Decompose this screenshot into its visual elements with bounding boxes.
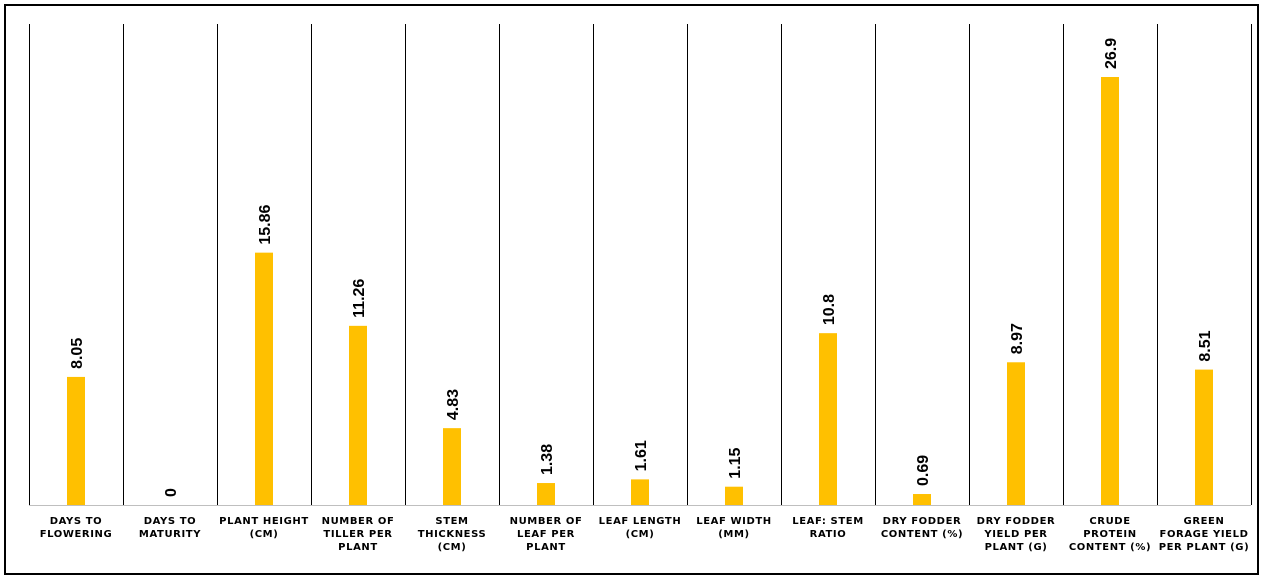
bar — [67, 376, 85, 505]
data-label: 0 — [163, 488, 180, 497]
data-label: 1.38 — [539, 444, 556, 475]
data-label: 11.26 — [351, 279, 368, 318]
category-label: LEAF WIDTH (MM) — [696, 516, 772, 540]
chart-frame: 8.05 0 15.86 11.26 4.83 1.38 1.61 1.15 10.8 0.69 8… — [4, 4, 1259, 575]
data-label: 0.69 — [915, 455, 932, 486]
data-label: 8.05 — [69, 338, 86, 369]
bar — [255, 252, 273, 505]
bar — [1007, 362, 1025, 505]
bar — [1195, 369, 1213, 505]
category-label: LEAF: STEM RATIO — [792, 516, 864, 540]
bar-chart: 8.05 0 15.86 11.26 4.83 1.38 1.61 1.15 10.8 0.69 8… — [29, 24, 1252, 506]
data-label: 26.9 — [1103, 38, 1120, 69]
bar — [631, 479, 649, 505]
bar — [913, 494, 931, 505]
category-label: GREEN FORAGE YIELD PER PLANT (G) — [1158, 516, 1250, 553]
category-label: DAYS TO FLOWERING — [39, 516, 113, 540]
category-label: NUMBER OF TILLER PER PLANT — [321, 516, 395, 553]
data-label: 4.83 — [445, 389, 462, 420]
category-label: LEAF LENGTH (CM) — [598, 516, 682, 540]
data-label: 10.8 — [821, 294, 838, 325]
data-label: 1.15 — [727, 447, 744, 478]
bar — [537, 483, 555, 505]
category-label: NUMBER OF LEAF PER PLANT — [509, 516, 583, 553]
category-label: DRY FODDER YIELD PER PLANT (G) — [976, 516, 1056, 553]
bar — [1101, 77, 1119, 505]
category-label: DRY FODDER CONTENT (%) — [880, 516, 964, 540]
bar — [819, 333, 837, 505]
category-label: PLANT HEIGHT (CM) — [219, 516, 309, 540]
data-label: 1.61 — [633, 440, 650, 471]
bar — [443, 428, 461, 505]
data-label: 8.97 — [1009, 323, 1026, 354]
category-label: STEM THICKNESS (CM) — [417, 516, 487, 553]
bar — [349, 325, 367, 505]
data-label: 15.86 — [257, 205, 274, 245]
category-label: DAYS TO MATURITY — [138, 516, 202, 540]
bar — [725, 486, 743, 505]
data-label: 8.51 — [1197, 330, 1214, 361]
category-label: CRUDE PROTEIN CONTENT (%) — [1068, 516, 1152, 553]
